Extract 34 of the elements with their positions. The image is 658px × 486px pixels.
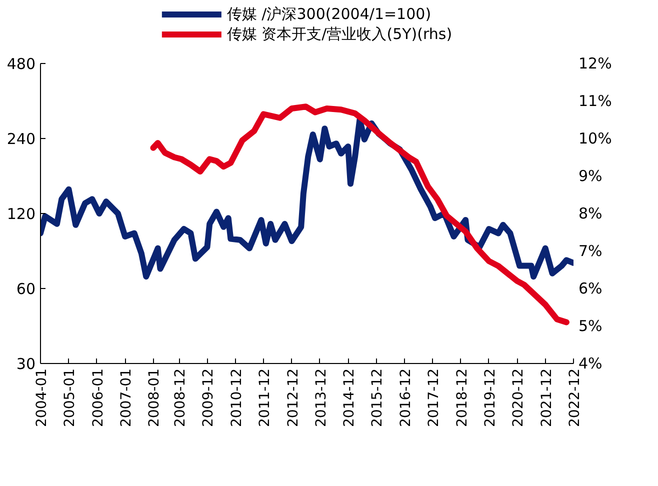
y2-tick-label: 9% [578,167,602,185]
y-tick-label: 240 [6,130,36,148]
y2-tick-label: 11% [578,92,612,110]
x-tick-label: 2021-12 [538,368,555,427]
x-tick-label: 2006-01 [90,368,106,427]
x-tick-label: 2009-12 [200,368,217,427]
x-tick-label: 2020-12 [510,368,527,427]
y2-tick-label: 8% [578,204,602,222]
y2-tick-label: 6% [578,280,602,298]
y2-tick-label: 10% [578,130,612,148]
x-tick-label: 2013-12 [313,368,330,427]
x-tick-label: 2011-12 [257,368,274,427]
x-tick-label: 2015-12 [370,368,386,427]
x-tick-label: 2017-12 [426,368,442,427]
y2-tick-label: 7% [578,242,602,260]
x-tick-label: 2004-01 [34,368,50,427]
legend-label: 传媒 资本开支/营业收入(5Y)(rhs) [226,24,452,44]
y-tick-label: 480 [6,55,36,73]
x-tick-label: 2005-01 [62,368,78,427]
x-tick-label: 2014-12 [342,368,358,427]
x-tick-label: 2012-12 [285,368,302,427]
y-tick-label: 120 [6,205,36,223]
y2-tick-label: 5% [578,317,602,335]
y-tick-label: 30 [16,355,36,373]
x-tick-label: 2007-01 [118,368,135,427]
x-tick-label: 2018-12 [454,368,470,427]
x-tick-label: 2008-01 [146,368,163,427]
legend-label: 传媒 /沪深300(2004/1=100) [226,4,432,24]
y2-tick-label: 12% [578,54,612,72]
x-tick-label: 2008-12 [172,368,189,427]
y-tick-label: 60 [16,280,36,298]
x-tick-label: 2019-12 [482,368,498,427]
x-tick-label: 2016-12 [398,368,414,427]
x-tick-label: 2010-12 [228,368,245,427]
